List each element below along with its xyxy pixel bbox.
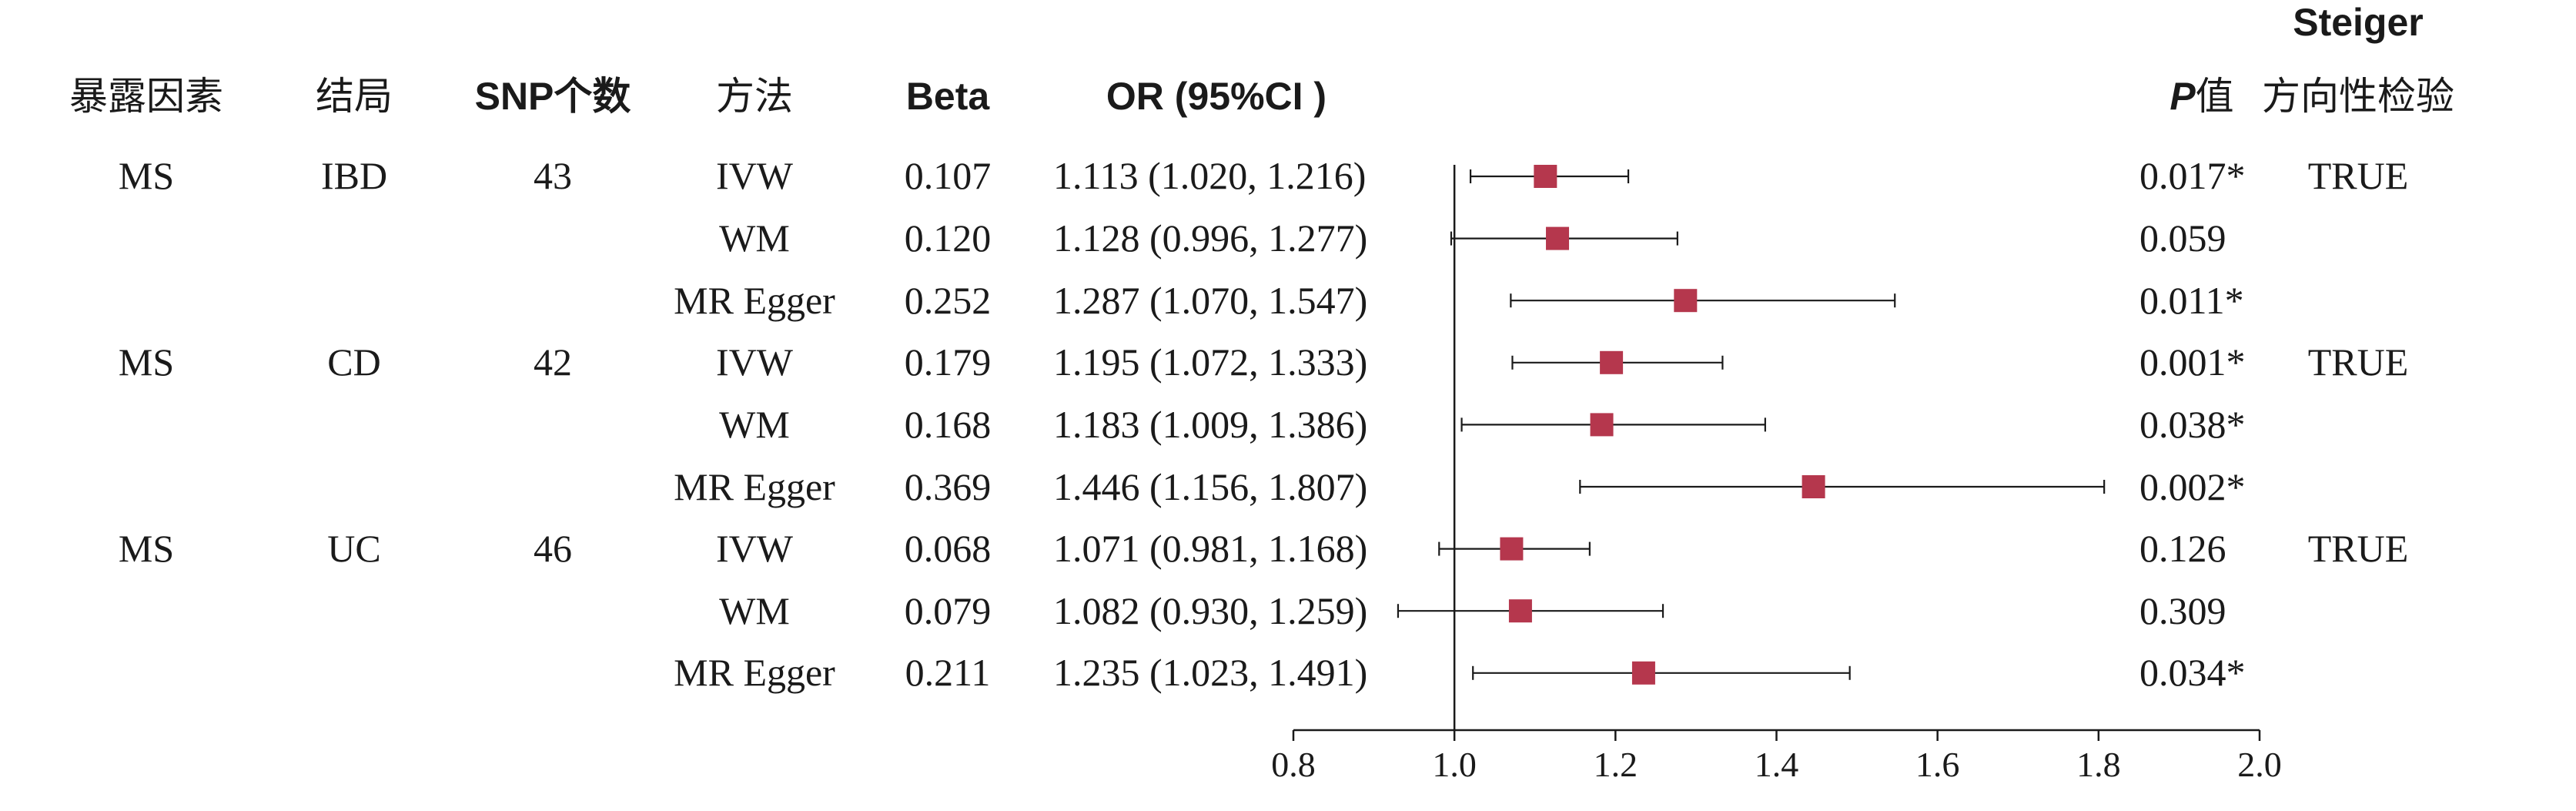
point-estimate-marker	[1534, 165, 1557, 188]
table-row: MS CD 42 IVW 0.179 1.195 (1.072, 1.333) …	[119, 340, 2408, 384]
header-p-italic: P	[2170, 75, 2196, 118]
table-row: WM 0.079 1.082 (0.930, 1.259) 0.309	[719, 589, 2226, 632]
cell-or-ci: 1.128 (0.996, 1.277)	[1053, 216, 1367, 260]
cell-method: IVW	[716, 527, 794, 570]
cell-or-ci: 1.183 (1.009, 1.386)	[1053, 403, 1367, 446]
header-exposure: 暴露因素	[69, 74, 223, 119]
cell-p-value: 0.017*	[2139, 154, 2246, 197]
x-tick-label: 1.0	[1432, 745, 1477, 784]
cell-p-value: 0.038*	[2139, 403, 2246, 446]
cell-p-value: 0.011*	[2139, 279, 2244, 322]
cell-snp: 42	[534, 340, 572, 384]
cell-steiger: TRUE	[2308, 154, 2409, 197]
cell-beta: 0.211	[905, 651, 991, 694]
header-snp-count: SNP个数	[475, 75, 631, 118]
table-body: MS IBD 43 IVW 0.107 1.113 (1.020, 1.216)…	[119, 154, 2408, 694]
cell-method: WM	[719, 403, 790, 446]
cell-or-ci: 1.235 (1.023, 1.491)	[1053, 651, 1367, 694]
point-estimate-marker	[1500, 537, 1524, 561]
table-row: MR Egger 0.369 1.446 (1.156, 1.807) 0.00…	[674, 465, 2245, 508]
cell-or-ci: 1.287 (1.070, 1.547)	[1053, 279, 1367, 322]
header-beta: Beta	[906, 75, 991, 118]
cell-p-value: 0.034*	[2139, 651, 2246, 694]
cell-beta: 0.107	[905, 154, 992, 197]
cell-method: WM	[719, 216, 790, 260]
cell-outcome: UC	[327, 527, 380, 570]
cell-beta: 0.079	[905, 589, 992, 632]
cell-p-value: 0.309	[2139, 589, 2226, 632]
point-estimate-marker	[1674, 289, 1698, 313]
point-estimate-marker	[1631, 661, 1655, 685]
cell-beta: 0.369	[905, 465, 992, 508]
forest-plot: 0.8 1.0 1.2 1.4 1.6 1.8 2.0	[1271, 165, 2282, 784]
cell-beta: 0.252	[905, 279, 992, 322]
cell-method: MR Egger	[674, 651, 835, 694]
header-method: 方法	[716, 74, 793, 119]
cell-steiger: TRUE	[2308, 340, 2409, 384]
header-outcome: 结局	[316, 74, 393, 119]
cell-exposure: MS	[119, 527, 174, 570]
cell-beta: 0.168	[905, 403, 992, 446]
cell-outcome: CD	[327, 340, 380, 384]
cell-beta: 0.068	[905, 527, 992, 570]
cell-method: IVW	[716, 340, 794, 384]
cell-method: MR Egger	[674, 465, 835, 508]
point-estimate-marker	[1508, 599, 1532, 623]
point-estimate-marker	[1802, 475, 1825, 498]
header-steiger-line2: 方向性检验	[2262, 74, 2454, 119]
cell-exposure: MS	[119, 154, 174, 197]
x-tick-label: 1.8	[2076, 745, 2121, 784]
cell-beta: 0.179	[905, 340, 992, 384]
cell-snp: 43	[534, 154, 572, 197]
cell-p-value: 0.059	[2139, 216, 2226, 260]
header-row: Steiger 暴露因素 结局 SNP个数 方法 Beta OR (95%CI …	[69, 1, 2454, 119]
table-row: WM 0.120 1.128 (0.996, 1.277) 0.059	[719, 216, 2226, 260]
header-steiger-line1: Steiger	[2293, 1, 2424, 44]
cell-or-ci: 1.071 (0.981, 1.168)	[1053, 527, 1367, 570]
table-row: MR Egger 0.211 1.235 (1.023, 1.491) 0.03…	[674, 651, 2245, 694]
header-or-ci: OR (95%CI )	[1106, 75, 1326, 118]
cell-outcome: IBD	[321, 154, 387, 197]
table-row: MR Egger 0.252 1.287 (1.070, 1.547) 0.01…	[674, 279, 2244, 322]
cell-snp: 46	[534, 527, 572, 570]
header-p-value: P值	[2170, 74, 2233, 119]
cell-or-ci: 1.446 (1.156, 1.807)	[1053, 465, 1367, 508]
table-row: MS IBD 43 IVW 0.107 1.113 (1.020, 1.216)…	[119, 154, 2408, 197]
table-row: MS UC 46 IVW 0.068 1.071 (0.981, 1.168) …	[119, 527, 2408, 570]
x-tick-label: 2.0	[2237, 745, 2282, 784]
cell-steiger: TRUE	[2308, 527, 2409, 570]
cell-or-ci: 1.082 (0.930, 1.259)	[1053, 589, 1367, 632]
point-estimate-marker	[1590, 413, 1614, 437]
x-tick-label: 0.8	[1271, 745, 1316, 784]
cell-method: WM	[719, 589, 790, 632]
header-p-suffix: 值	[2196, 74, 2234, 119]
x-tick-label: 1.2	[1594, 745, 1638, 784]
cell-beta: 0.120	[905, 216, 992, 260]
x-tick-label: 1.6	[1915, 745, 1960, 784]
cell-method: IVW	[716, 154, 794, 197]
cell-p-value: 0.002*	[2139, 465, 2246, 508]
cell-p-value: 0.126	[2139, 527, 2226, 570]
table-row: WM 0.168 1.183 (1.009, 1.386) 0.038*	[719, 403, 2245, 446]
cell-or-ci: 1.113 (1.020, 1.216)	[1053, 154, 1366, 197]
point-estimate-marker	[1546, 226, 1570, 250]
cell-or-ci: 1.195 (1.072, 1.333)	[1053, 340, 1367, 384]
cell-p-value: 0.001*	[2139, 340, 2246, 384]
cell-exposure: MS	[119, 340, 174, 384]
x-tick-label: 1.4	[1755, 745, 1799, 784]
point-estimate-marker	[1600, 350, 1624, 374]
cell-method: MR Egger	[674, 279, 835, 322]
